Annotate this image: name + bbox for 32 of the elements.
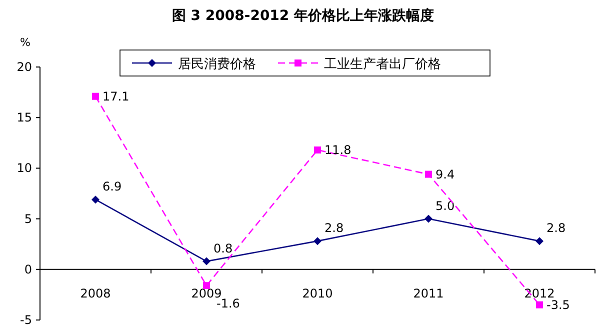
y-tick-label: 20 — [16, 60, 32, 74]
point — [424, 214, 432, 223]
point — [536, 237, 544, 246]
y-tick-label: 5 — [24, 212, 32, 226]
data-label: 17.1 — [102, 89, 130, 104]
legend-label: 居民消费价格 — [178, 57, 256, 72]
chart-title: 图 3 2008-2012 年价格比上年涨跌幅度 — [172, 7, 434, 24]
point — [92, 92, 99, 100]
point — [536, 301, 543, 308]
y-tick-label: 15 — [16, 110, 32, 125]
data-label: 11.8 — [324, 142, 352, 157]
data-label: 2.8 — [324, 221, 344, 236]
y-tick-label: -5 — [20, 313, 32, 327]
point — [92, 196, 100, 204]
data-label: 6.9 — [102, 180, 122, 194]
point — [314, 146, 321, 154]
legend-label: 工业生产者出厂价格 — [324, 57, 441, 72]
data-label: -3.5 — [546, 298, 570, 312]
point — [202, 257, 210, 266]
data-label: 5.0 — [436, 198, 455, 213]
y-tick-label: 10 — [16, 161, 32, 176]
x-tick-label: 2010 — [302, 286, 333, 300]
data-label: 2.8 — [546, 221, 566, 236]
y-axis-title: % — [20, 36, 30, 49]
y-tick-label: 0 — [24, 262, 32, 276]
point — [425, 170, 432, 178]
x-tick-label: 2011 — [413, 286, 444, 300]
x-tick-label: 2012 — [524, 286, 555, 300]
point — [314, 237, 322, 246]
data-label: 9.4 — [436, 167, 455, 182]
data-label: 0.8 — [214, 241, 233, 256]
x-tick-label: 2008 — [80, 286, 111, 300]
